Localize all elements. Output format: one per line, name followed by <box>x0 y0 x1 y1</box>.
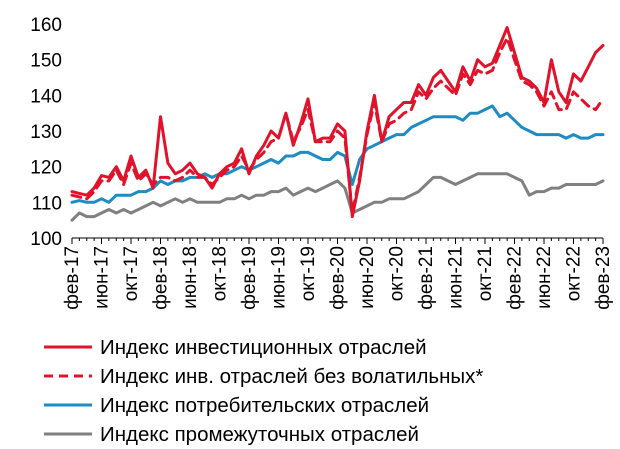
y-tick-label: 120 <box>30 158 62 179</box>
x-tick-label: фев-18 <box>151 246 172 310</box>
legend-label: Индекс инв. отраслей без волатильных* <box>100 365 483 388</box>
x-tick-label: июн-19 <box>269 246 290 309</box>
axes: 100 110 120 130 140 150 160 фев-17 июн-17 окт-17 ф… <box>30 15 614 310</box>
x-tick-label: фев-19 <box>239 246 260 310</box>
series-line-3 <box>70 172 605 222</box>
legend-label: Индекс инвестиционных отраслей <box>100 336 427 359</box>
series-line-1 <box>70 36 605 215</box>
x-tick-label: окт-22 <box>564 246 585 301</box>
legend: Индекс инвестиционных отраслей Индекс инв… <box>44 336 483 446</box>
series-line-2 <box>70 104 605 204</box>
series-layer <box>70 26 605 222</box>
y-tick-label: 110 <box>32 193 62 214</box>
x-tick-label: окт-19 <box>298 246 319 301</box>
x-tick-label: июн-18 <box>180 246 201 309</box>
x-tick-label: окт-18 <box>210 246 231 301</box>
x-tick-label: фев-22 <box>505 246 526 310</box>
y-tick-label: 150 <box>30 51 62 72</box>
y-tick-label: 100 <box>30 229 62 250</box>
y-tick-label: 160 <box>30 15 62 36</box>
x-tick-label: фев-17 <box>62 246 83 310</box>
x-tick-label: фев-23 <box>593 246 614 310</box>
y-tick-label: 130 <box>30 122 62 143</box>
x-tick-label: июн-20 <box>357 246 378 309</box>
x-tick-label: фев-21 <box>416 246 437 310</box>
legend-label: Индекс промежуточных отраслей <box>100 423 419 446</box>
x-tick-label: июн-22 <box>534 246 555 309</box>
legend-label: Индекс потребительских отраслей <box>100 394 429 417</box>
x-tick-label: окт-21 <box>475 246 496 301</box>
x-tick-label: фев-20 <box>328 246 349 310</box>
x-tick-label: июн-17 <box>92 246 113 309</box>
series-line-0 <box>70 26 605 219</box>
x-tick-label: окт-17 <box>121 246 142 301</box>
y-tick-label: 140 <box>30 86 62 107</box>
x-tick-label: окт-20 <box>387 246 408 301</box>
x-tick-label: июн-21 <box>446 246 467 309</box>
